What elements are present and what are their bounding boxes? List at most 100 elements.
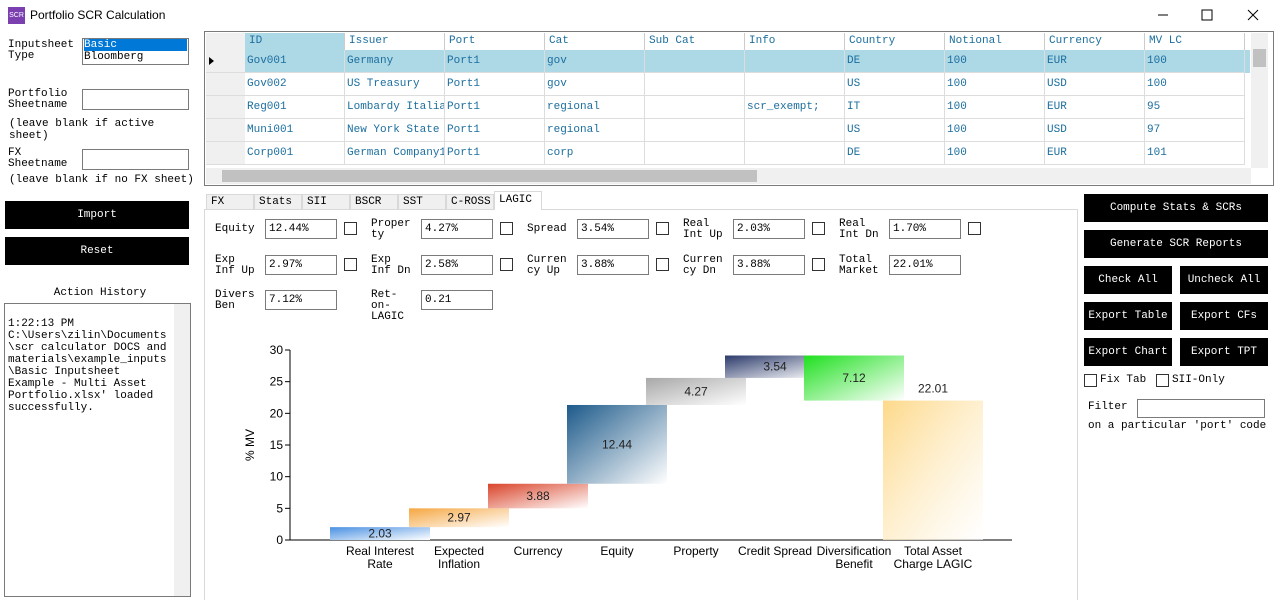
grid-cell[interactable]: DE: [845, 50, 945, 73]
grid-cell[interactable]: 95: [1145, 96, 1245, 119]
field-checkbox[interactable]: [812, 222, 825, 235]
action-button[interactable]: Uncheck All: [1180, 266, 1268, 294]
h-scrollbar-thumb[interactable]: [222, 170, 757, 182]
field-value[interactable]: 2.97%: [265, 255, 337, 275]
import-button[interactable]: Import: [5, 201, 189, 229]
field-checkbox[interactable]: [968, 222, 981, 235]
grid-cell[interactable]: 100: [1145, 50, 1245, 73]
grid-cell[interactable]: Gov002: [245, 73, 345, 96]
grid-cell[interactable]: DE: [845, 142, 945, 165]
column-header[interactable]: Currency: [1045, 33, 1145, 50]
window-controls[interactable]: [1140, 0, 1277, 31]
field-checkbox[interactable]: [344, 222, 357, 235]
action-button[interactable]: Export Table: [1084, 302, 1172, 330]
row-header[interactable]: [206, 73, 245, 96]
row-header[interactable]: [206, 119, 245, 142]
reset-button[interactable]: Reset: [5, 237, 189, 265]
column-header[interactable]: Cat: [545, 33, 645, 50]
grid-cell[interactable]: gov: [545, 50, 645, 73]
grid-cell[interactable]: Gov001: [245, 50, 345, 73]
tab[interactable]: Stats: [254, 194, 302, 210]
column-header[interactable]: Issuer: [345, 33, 445, 50]
grid-cell[interactable]: [645, 142, 745, 165]
grid-cell[interactable]: [745, 73, 845, 96]
grid-cell[interactable]: EUR: [1045, 142, 1145, 165]
inputsheet-option[interactable]: Bloomberg: [84, 51, 144, 63]
grid-cell[interactable]: 97: [1145, 119, 1245, 142]
column-header[interactable]: ID: [245, 33, 345, 50]
action-button[interactable]: Compute Stats & SCRs: [1084, 194, 1268, 222]
field-value[interactable]: 1.70%: [889, 219, 961, 239]
grid-cell[interactable]: 100: [945, 96, 1045, 119]
column-header[interactable]: Country: [845, 33, 945, 50]
grid-cell[interactable]: Port1: [445, 119, 545, 142]
grid-cell[interactable]: Corp001: [245, 142, 345, 165]
field-checkbox[interactable]: [500, 222, 513, 235]
action-button[interactable]: Export TPT: [1180, 338, 1268, 366]
tab[interactable]: LAGIC: [494, 191, 542, 210]
field-value[interactable]: 12.44%: [265, 219, 337, 239]
grid-cell[interactable]: German Company1: [345, 142, 445, 165]
grid-cell[interactable]: 100: [945, 142, 1045, 165]
field-checkbox[interactable]: [500, 258, 513, 271]
grid-cell[interactable]: USD: [1045, 73, 1145, 96]
grid-cell[interactable]: Muni001: [245, 119, 345, 142]
field-checkbox[interactable]: [344, 258, 357, 271]
grid-cell[interactable]: New York State: [345, 119, 445, 142]
grid-cell[interactable]: [645, 50, 745, 73]
action-button[interactable]: Generate SCR Reports: [1084, 230, 1268, 258]
action-button[interactable]: Check All: [1084, 266, 1172, 294]
portfolio-input[interactable]: [82, 89, 189, 110]
action-button[interactable]: Export Chart: [1084, 338, 1172, 366]
grid-cell[interactable]: [645, 73, 745, 96]
grid-cell[interactable]: US: [845, 73, 945, 96]
grid-cell[interactable]: Lombardy Italia: [345, 96, 445, 119]
field-checkbox[interactable]: [656, 222, 669, 235]
close[interactable]: [1247, 9, 1259, 21]
tab[interactable]: SII: [302, 194, 350, 210]
tab[interactable]: BSCR: [350, 194, 398, 210]
field-checkbox[interactable]: [812, 258, 825, 271]
grid-cell[interactable]: 100: [945, 119, 1045, 142]
option-checkbox[interactable]: [1084, 374, 1097, 387]
column-header[interactable]: Notional: [945, 33, 1045, 50]
grid-cell[interactable]: Reg001: [245, 96, 345, 119]
grid-cell[interactable]: Port1: [445, 142, 545, 165]
field-value[interactable]: 2.58%: [421, 255, 493, 275]
field-value[interactable]: 7.12%: [265, 290, 337, 310]
field-value[interactable]: 3.54%: [577, 219, 649, 239]
row-header[interactable]: [206, 50, 245, 73]
row-header[interactable]: [206, 142, 245, 165]
grid-cell[interactable]: [745, 119, 845, 142]
field-value[interactable]: 0.21: [421, 290, 493, 310]
grid-cell[interactable]: [645, 96, 745, 119]
field-value[interactable]: 4.27%: [421, 219, 493, 239]
grid-cell[interactable]: Germany: [345, 50, 445, 73]
option-checkbox[interactable]: [1156, 374, 1169, 387]
grid-cell[interactable]: Port1: [445, 50, 545, 73]
column-header[interactable]: Info: [745, 33, 845, 50]
field-checkbox[interactable]: [656, 258, 669, 271]
grid-cell[interactable]: [645, 119, 745, 142]
column-header[interactable]: Sub Cat: [645, 33, 745, 50]
column-header[interactable]: MV LC: [1145, 33, 1245, 50]
tab[interactable]: FX: [206, 194, 254, 210]
grid-cell[interactable]: corp: [545, 142, 645, 165]
tab[interactable]: SST: [398, 194, 446, 210]
action-button[interactable]: Export CFs: [1180, 302, 1268, 330]
grid-cell[interactable]: EUR: [1045, 50, 1145, 73]
grid-cell[interactable]: scr_exempt;: [745, 96, 845, 119]
grid-cell[interactable]: Port1: [445, 96, 545, 119]
grid-cell[interactable]: [745, 50, 845, 73]
field-value[interactable]: 3.88%: [733, 255, 805, 275]
filter-select[interactable]: [1137, 399, 1265, 418]
grid-cell[interactable]: USD: [1045, 119, 1145, 142]
field-value[interactable]: 2.03%: [733, 219, 805, 239]
fx-input[interactable]: [82, 149, 189, 170]
history-box[interactable]: 1:22:13 PM C:\Users\zilin\Documents\scr c…: [4, 303, 191, 597]
row-header[interactable]: [206, 96, 245, 119]
grid-cell[interactable]: Port1: [445, 73, 545, 96]
field-value[interactable]: 3.88%: [577, 255, 649, 275]
grid-cell[interactable]: regional: [545, 96, 645, 119]
grid-cell[interactable]: US Treasury: [345, 73, 445, 96]
